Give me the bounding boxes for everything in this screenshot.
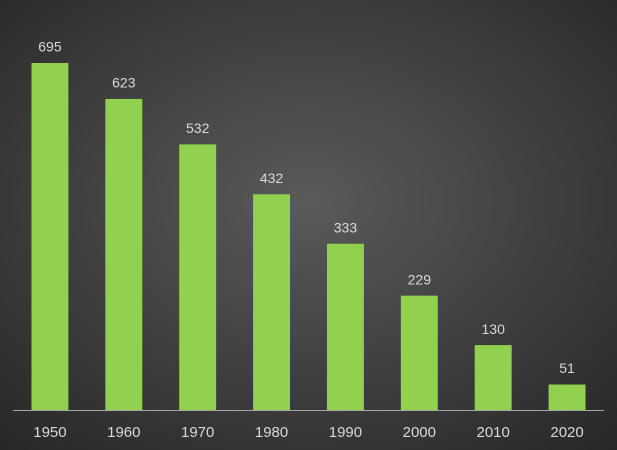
- x-tick-label: 1970: [181, 424, 214, 441]
- x-tick-label: 2000: [403, 424, 436, 441]
- data-label: 333: [334, 219, 358, 235]
- x-tick-label: 1980: [255, 424, 288, 441]
- bar: [31, 63, 69, 410]
- x-tick-label: 2010: [477, 424, 510, 441]
- x-tick-label: 1950: [33, 424, 66, 441]
- bar: [400, 295, 438, 410]
- data-label: 51: [559, 360, 575, 376]
- data-label: 623: [112, 75, 136, 91]
- bar: [105, 98, 143, 410]
- data-label: 695: [38, 39, 62, 55]
- bar: [253, 194, 291, 410]
- bar: [179, 144, 217, 410]
- x-tick-label: 1960: [107, 424, 140, 441]
- bar: [548, 384, 586, 410]
- x-tick-label: 1990: [329, 424, 362, 441]
- x-tick-label: 2020: [550, 424, 583, 441]
- data-label: 432: [260, 170, 284, 186]
- data-label: 229: [408, 271, 432, 287]
- data-label: 130: [482, 321, 506, 337]
- data-label: 532: [186, 120, 210, 136]
- bar: [474, 345, 512, 410]
- bar: [326, 243, 364, 410]
